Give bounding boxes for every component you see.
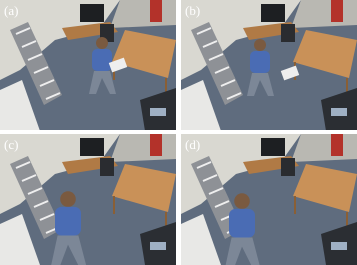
panel-a bbox=[0, 0, 176, 131]
panel-d bbox=[181, 134, 357, 265]
panel-label: (c) bbox=[4, 137, 18, 152]
panel-label: (b) bbox=[185, 3, 200, 18]
panel-label: (d) bbox=[185, 137, 200, 152]
panel-label: (a) bbox=[4, 3, 18, 18]
divider-v bbox=[176, 0, 181, 265]
page: (a) (b) (c) (d) (() => { const data = JS… bbox=[0, 0, 357, 265]
figure: (a) (b) (c) (d) bbox=[0, 0, 357, 265]
panel-c bbox=[0, 134, 176, 265]
